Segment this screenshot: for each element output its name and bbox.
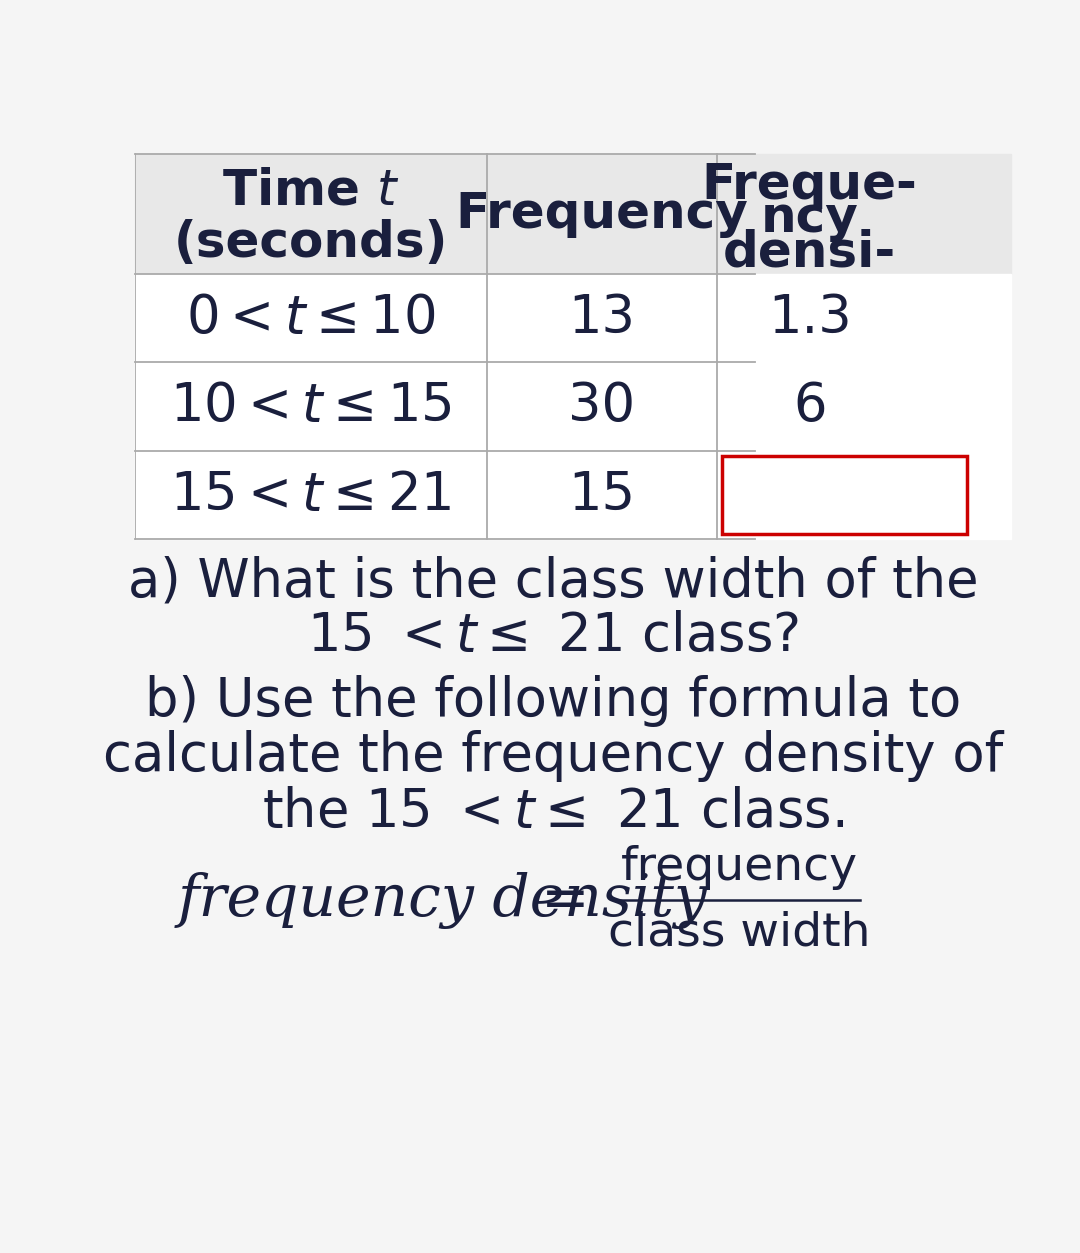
Text: 1.3: 1.3 <box>768 292 852 343</box>
Text: ncy: ncy <box>760 194 859 242</box>
Text: 15 $< t \leq$ 21 class?: 15 $< t \leq$ 21 class? <box>308 609 799 662</box>
Text: Freque-: Freque- <box>702 160 918 209</box>
Text: the 15 $< t \leq$ 21 class.: the 15 $< t \leq$ 21 class. <box>262 786 845 838</box>
Text: a) What is the class width of the: a) What is the class width of the <box>129 555 978 608</box>
Text: class width: class width <box>608 910 870 955</box>
Text: 6: 6 <box>793 381 826 432</box>
Text: b) Use the following formula to: b) Use the following formula to <box>146 675 961 727</box>
Text: calculate the frequency density of: calculate the frequency density of <box>104 730 1003 782</box>
Text: Time $t$: Time $t$ <box>221 167 400 214</box>
Bar <box>135 362 1011 451</box>
Text: $15 < t \leq 21$: $15 < t \leq 21$ <box>170 469 451 521</box>
Bar <box>723 456 967 534</box>
Text: 30: 30 <box>568 381 635 432</box>
Bar <box>135 273 1011 362</box>
Text: frequency density: frequency density <box>177 872 707 928</box>
Text: (seconds): (seconds) <box>174 219 448 267</box>
Text: 13: 13 <box>568 292 635 343</box>
Text: 15: 15 <box>568 469 635 521</box>
Bar <box>135 154 1011 273</box>
Text: $0 < t \leq 10$: $0 < t \leq 10$ <box>186 292 435 343</box>
Text: =: = <box>541 872 590 928</box>
Text: Frequency: Frequency <box>455 190 748 238</box>
Text: frequency: frequency <box>621 846 859 891</box>
Text: $10 < t \leq 15$: $10 < t \leq 15$ <box>170 381 451 432</box>
Text: densi-: densi- <box>724 228 896 277</box>
Bar <box>135 451 1011 539</box>
